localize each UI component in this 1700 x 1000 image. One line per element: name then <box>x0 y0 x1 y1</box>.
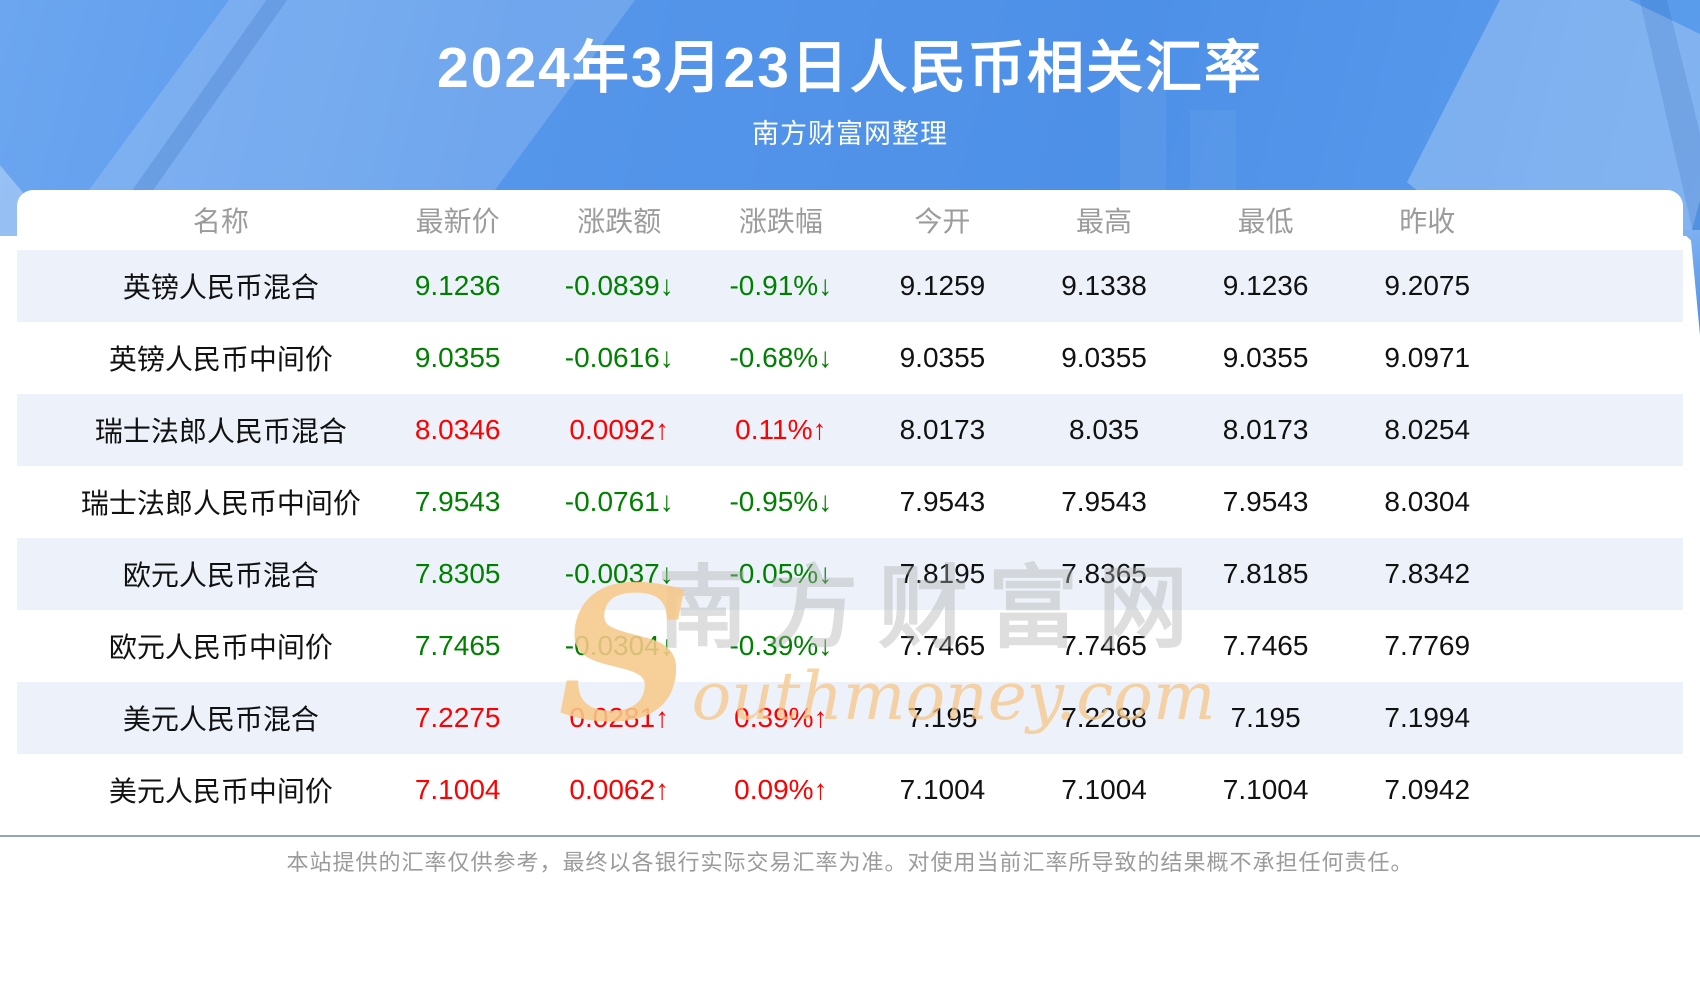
page-subtitle: 南方财富网整理 <box>752 119 948 149</box>
column-header-open: 今开 <box>914 206 971 237</box>
cell-filler <box>1508 466 1683 538</box>
cell-low: 9.1236 <box>1222 270 1309 301</box>
column-header-change-pct: 涨跌幅 <box>738 206 823 237</box>
page-title: 2024年3月23日人民币相关汇率 <box>437 36 1263 100</box>
column-header-change: 涨跌额 <box>577 206 662 237</box>
cell-filler <box>1508 250 1683 322</box>
cell-latest: 7.9543 <box>414 486 501 517</box>
cell-change-pct: 0.09%↑ <box>734 774 828 805</box>
table-row: 英镑人民币混合 9.1236 -0.0839↓ -0.91%↓ 9.1259 9… <box>17 250 1683 322</box>
cell-low: 7.7465 <box>1222 630 1309 661</box>
cell-high: 8.035 <box>1068 414 1140 445</box>
cell-latest: 7.2275 <box>414 702 501 733</box>
cell-change-pct: -0.05%↓ <box>729 558 833 589</box>
cell-name: 英镑人民币中间价 <box>108 344 333 375</box>
cell-high: 7.8365 <box>1061 558 1147 589</box>
cell-open: 9.0355 <box>899 342 986 373</box>
cell-change: -0.0761↓ <box>564 486 674 517</box>
rates-table: 名称 最新价 涨跌额 涨跌幅 今开 最高 最低 昨收 英镑人民币混合 9.123… <box>17 190 1683 826</box>
cell-change: 0.0281↑ <box>569 702 670 733</box>
column-header-filler <box>1508 190 1683 250</box>
table-row: 瑞士法郎人民币中间价 7.9543 -0.0761↓ -0.95%↓ 7.954… <box>17 466 1683 538</box>
cell-low: 7.9543 <box>1222 486 1309 517</box>
cell-low: 9.0355 <box>1222 342 1309 373</box>
column-header-prev-close: 昨收 <box>1399 206 1456 237</box>
cell-prev-close: 9.0971 <box>1384 342 1471 373</box>
table-row: 英镑人民币中间价 9.0355 -0.0616↓ -0.68%↓ 9.0355 … <box>17 322 1683 394</box>
cell-change: -0.0304↓ <box>564 630 674 661</box>
cell-change-pct: -0.68%↓ <box>729 342 833 373</box>
column-header-high: 最高 <box>1076 206 1133 237</box>
cell-change-pct: 0.39%↑ <box>734 702 828 733</box>
cell-open: 7.195 <box>907 702 978 733</box>
cell-change-pct: -0.39%↓ <box>729 630 833 661</box>
cell-prev-close: 9.2075 <box>1384 270 1471 301</box>
cell-latest: 7.8305 <box>414 558 501 589</box>
cell-name: 美元人民币中间价 <box>108 776 333 807</box>
table-row: 欧元人民币混合 7.8305 -0.0037↓ -0.05%↓ 7.8195 7… <box>17 538 1683 610</box>
cell-open: 7.7465 <box>899 630 986 661</box>
cell-filler <box>1508 394 1683 466</box>
cell-change-pct: 0.11%↑ <box>735 414 827 445</box>
cell-filler <box>1508 754 1683 826</box>
cell-high: 7.2288 <box>1061 702 1147 733</box>
cell-low: 7.1004 <box>1222 774 1309 805</box>
cell-prev-close: 7.8342 <box>1384 558 1471 589</box>
cell-change: -0.0839↓ <box>564 270 674 301</box>
cell-change: 0.0092↑ <box>569 414 670 445</box>
cell-open: 7.8195 <box>899 558 986 589</box>
cell-prev-close: 7.1994 <box>1384 702 1471 733</box>
cell-high: 7.9543 <box>1061 486 1147 517</box>
cell-prev-close: 7.7769 <box>1384 630 1471 661</box>
cell-filler <box>1508 322 1683 394</box>
cell-name: 英镑人民币混合 <box>122 272 319 303</box>
table-row: 欧元人民币中间价 7.7465 -0.0304↓ -0.39%↓ 7.7465 … <box>17 610 1683 682</box>
disclaimer-text: 本站提供的汇率仅供参考，最终以各银行实际交易汇率为准。对使用当前汇率所导致的结果… <box>286 850 1414 875</box>
cell-name: 美元人民币混合 <box>122 704 319 735</box>
cell-filler <box>1508 610 1683 682</box>
table-row: 美元人民币混合 7.2275 0.0281↑ 0.39%↑ 7.195 7.22… <box>17 682 1683 754</box>
cell-name: 瑞士法郎人民币中间价 <box>80 488 361 519</box>
cell-change: -0.0616↓ <box>564 342 674 373</box>
cell-change: -0.0037↓ <box>564 558 674 589</box>
cell-name: 瑞士法郎人民币混合 <box>94 416 347 447</box>
footer-divider <box>0 835 1700 837</box>
column-header-low: 最低 <box>1237 206 1294 237</box>
cell-name: 欧元人民币中间价 <box>108 632 333 663</box>
cell-high: 7.1004 <box>1061 774 1147 805</box>
column-header-latest: 最新价 <box>415 206 500 237</box>
cell-change-pct: -0.91%↓ <box>729 270 833 301</box>
cell-latest: 9.0355 <box>414 342 501 373</box>
table-header-row: 名称 最新价 涨跌额 涨跌幅 今开 最高 最低 昨收 <box>17 190 1683 250</box>
cell-prev-close: 7.0942 <box>1384 774 1471 805</box>
cell-filler <box>1508 682 1683 754</box>
cell-prev-close: 8.0304 <box>1384 486 1471 517</box>
cell-open: 9.1259 <box>899 270 986 301</box>
cell-high: 7.7465 <box>1061 630 1147 661</box>
cell-latest: 7.1004 <box>414 774 501 805</box>
cell-prev-close: 8.0254 <box>1384 414 1471 445</box>
cell-high: 9.0355 <box>1061 342 1147 373</box>
cell-open: 7.9543 <box>899 486 986 517</box>
cell-low: 7.8185 <box>1222 558 1309 589</box>
cell-filler <box>1508 538 1683 610</box>
cell-latest: 7.7465 <box>414 630 501 661</box>
cell-name: 欧元人民币混合 <box>122 560 319 591</box>
decorative-wedge-right <box>1680 230 1700 335</box>
table-row: 美元人民币中间价 7.1004 0.0062↑ 0.09%↑ 7.1004 7.… <box>17 754 1683 826</box>
cell-low: 7.195 <box>1230 702 1301 733</box>
cell-open: 7.1004 <box>899 774 986 805</box>
cell-low: 8.0173 <box>1222 414 1309 445</box>
cell-change-pct: -0.95%↓ <box>729 486 833 517</box>
column-header-name: 名称 <box>192 206 249 237</box>
cell-latest: 9.1236 <box>414 270 501 301</box>
table-body: 英镑人民币混合 9.1236 -0.0839↓ -0.91%↓ 9.1259 9… <box>17 250 1683 826</box>
cell-high: 9.1338 <box>1061 270 1147 301</box>
cell-open: 8.0173 <box>899 414 986 445</box>
rates-card: 名称 最新价 涨跌额 涨跌幅 今开 最高 最低 昨收 英镑人民币混合 9.123… <box>17 190 1683 826</box>
table-row: 瑞士法郎人民币混合 8.0346 0.0092↑ 0.11%↑ 8.0173 8… <box>17 394 1683 466</box>
cell-latest: 8.0346 <box>414 414 501 445</box>
cell-change: 0.0062↑ <box>569 774 670 805</box>
